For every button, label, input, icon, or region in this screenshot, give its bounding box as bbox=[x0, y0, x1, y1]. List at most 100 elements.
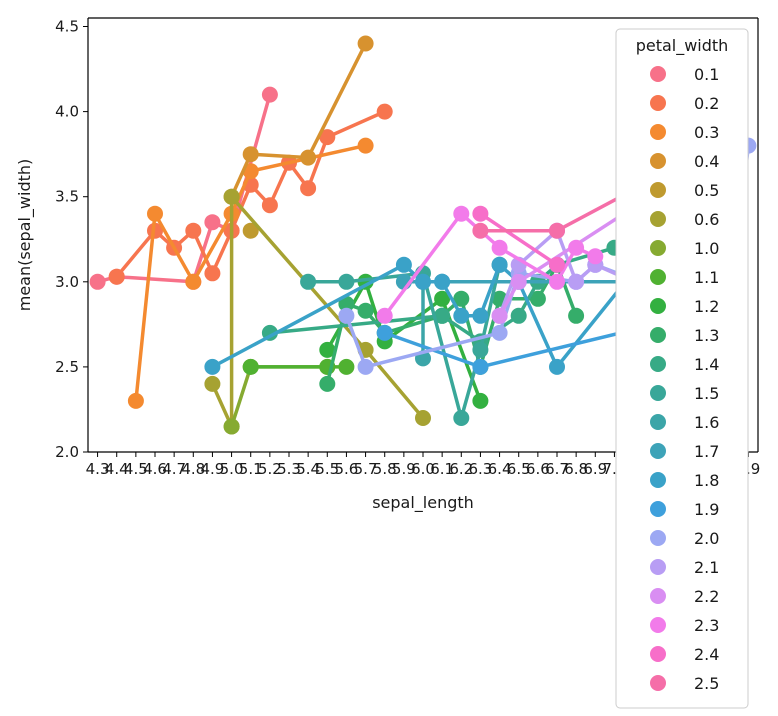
y-tick-label: 4.0 bbox=[55, 103, 79, 121]
legend-marker bbox=[650, 211, 666, 227]
data-point bbox=[395, 256, 412, 273]
legend-item: 2.4 bbox=[650, 645, 719, 664]
legend-item: 1.2 bbox=[650, 297, 719, 316]
legend-item: 0.2 bbox=[650, 94, 719, 113]
legend-item: 1.4 bbox=[650, 355, 719, 374]
data-point bbox=[223, 418, 240, 435]
data-point bbox=[319, 341, 336, 358]
x-tick-label: 4.6 bbox=[143, 460, 167, 478]
legend-label: 1.1 bbox=[694, 268, 719, 287]
x-tick-label: 4.4 bbox=[105, 460, 129, 478]
y-tick-label: 4.5 bbox=[55, 18, 79, 36]
data-point bbox=[204, 265, 221, 282]
legend-label: 2.0 bbox=[694, 529, 719, 548]
y-axis-title: mean(sepal_width) bbox=[15, 159, 35, 312]
data-point bbox=[300, 149, 317, 166]
legend-item: 0.1 bbox=[650, 65, 719, 84]
data-point bbox=[319, 375, 336, 392]
legend-item: 1.6 bbox=[650, 413, 719, 432]
data-point bbox=[242, 358, 259, 375]
data-point bbox=[568, 307, 585, 324]
data-point bbox=[338, 358, 355, 375]
data-point bbox=[434, 290, 451, 307]
x-tick-label: 6.7 bbox=[545, 460, 569, 478]
legend-item: 2.3 bbox=[650, 616, 719, 635]
data-point bbox=[415, 273, 431, 290]
data-point bbox=[357, 302, 374, 319]
data-point bbox=[472, 222, 489, 239]
legend-title: petal_width bbox=[636, 36, 729, 56]
x-tick-label: 6.5 bbox=[507, 460, 531, 478]
data-point bbox=[376, 307, 393, 324]
legend-marker bbox=[650, 66, 666, 82]
legend-marker bbox=[650, 182, 666, 198]
x-tick-label: 5.6 bbox=[334, 460, 358, 478]
data-point bbox=[338, 307, 355, 324]
legend-marker bbox=[650, 443, 666, 459]
legend-label: 1.6 bbox=[694, 413, 719, 432]
legend-label: 2.5 bbox=[694, 674, 719, 693]
legend-item: 0.4 bbox=[650, 152, 719, 171]
legend-marker bbox=[650, 298, 666, 314]
data-point bbox=[491, 256, 508, 273]
series-1.8 bbox=[204, 239, 680, 375]
legend-marker bbox=[650, 356, 666, 372]
data-point bbox=[147, 205, 163, 222]
data-point bbox=[434, 273, 451, 290]
series-line bbox=[134, 143, 366, 402]
data-point bbox=[453, 290, 470, 307]
series-line bbox=[479, 212, 558, 267]
x-tick-label: 5.4 bbox=[296, 460, 320, 478]
legend: petal_width 0.1 0.2 0.3 0.4 0.5 0.6 1.0 1.1 1.2 1… bbox=[615, 28, 749, 709]
x-tick-label: 6.3 bbox=[468, 460, 492, 478]
legend-label: 2.2 bbox=[694, 587, 719, 606]
legend-item: 2.0 bbox=[650, 529, 719, 548]
series-0.5 bbox=[242, 222, 259, 239]
series-1.1 bbox=[242, 358, 355, 375]
legend-marker bbox=[650, 240, 666, 256]
legend-label: 0.1 bbox=[694, 65, 719, 84]
x-tick-label: 6.9 bbox=[583, 460, 607, 478]
legend-marker bbox=[650, 385, 666, 401]
data-point bbox=[204, 358, 221, 375]
data-point bbox=[242, 146, 259, 163]
data-point bbox=[472, 341, 489, 358]
legend-item: 1.1 bbox=[650, 268, 719, 287]
legend-item: 1.5 bbox=[650, 384, 719, 403]
data-point bbox=[529, 290, 546, 307]
data-point bbox=[357, 137, 374, 154]
x-tick-label: 5.9 bbox=[392, 460, 416, 478]
legend-item: 1.7 bbox=[650, 442, 719, 461]
x-tick-label: 5.7 bbox=[354, 460, 378, 478]
data-point bbox=[472, 358, 489, 375]
legend-label: 1.7 bbox=[694, 442, 719, 461]
data-point bbox=[549, 358, 565, 375]
legend-label: 1.0 bbox=[694, 239, 719, 258]
x-tick-label: 4.7 bbox=[162, 460, 186, 478]
data-point bbox=[491, 324, 508, 341]
legend-marker bbox=[650, 588, 666, 604]
data-point bbox=[568, 273, 585, 290]
legend-marker bbox=[650, 646, 666, 662]
series-2.3 bbox=[376, 205, 604, 324]
legend-label: 0.3 bbox=[694, 123, 719, 142]
legend-item: 1.0 bbox=[650, 239, 719, 258]
x-tick-label: 5.1 bbox=[239, 460, 263, 478]
data-point bbox=[357, 35, 374, 52]
x-tick-label: 6.0 bbox=[411, 460, 435, 478]
x-tick-label: 6.8 bbox=[564, 460, 588, 478]
x-tick-label: 5.3 bbox=[277, 460, 301, 478]
legend-label: 1.3 bbox=[694, 326, 719, 345]
data-point bbox=[510, 307, 527, 324]
data-point bbox=[261, 197, 278, 214]
data-point bbox=[242, 222, 259, 239]
legend-item: 0.6 bbox=[650, 210, 719, 229]
x-tick-label: 4.5 bbox=[124, 460, 148, 478]
y-tick-label: 3.0 bbox=[55, 273, 79, 291]
legend-item: 0.5 bbox=[650, 181, 719, 200]
legend-label: 0.4 bbox=[694, 152, 719, 171]
data-point bbox=[472, 205, 489, 222]
data-point bbox=[415, 410, 431, 426]
x-tick-label: 6.6 bbox=[526, 460, 550, 478]
data-point bbox=[549, 222, 565, 239]
